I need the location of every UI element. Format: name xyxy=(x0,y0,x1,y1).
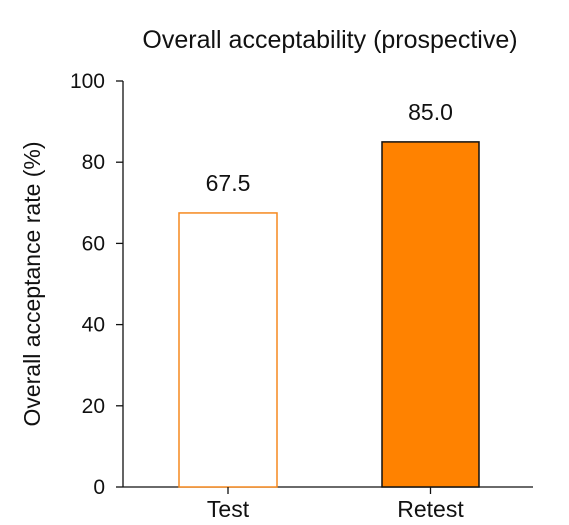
x-axis-tick-labels: Test Retest xyxy=(207,487,464,522)
y-tick-label: 100 xyxy=(70,70,105,93)
data-label: 85.0 xyxy=(408,99,453,125)
data-label: 67.5 xyxy=(206,170,251,196)
y-axis-label: Overall acceptance rate (%) xyxy=(19,141,45,426)
y-tick-label: 20 xyxy=(82,395,105,418)
y-tick-label: 80 xyxy=(82,151,105,174)
y-axis-ticks: 0 20 40 60 80 100 xyxy=(70,70,123,499)
bar-retest xyxy=(381,141,480,488)
data-labels: 67.5 85.0 xyxy=(206,99,453,196)
bars xyxy=(178,141,480,488)
bar-test xyxy=(178,212,278,488)
y-tick-label: 0 xyxy=(93,476,105,499)
x-tick-label: Retest xyxy=(397,496,464,522)
y-tick-label: 60 xyxy=(82,232,105,255)
x-tick-label: Test xyxy=(207,496,250,522)
chart-title: Overall acceptability (prospective) xyxy=(142,26,517,54)
y-tick-label: 40 xyxy=(82,314,105,337)
